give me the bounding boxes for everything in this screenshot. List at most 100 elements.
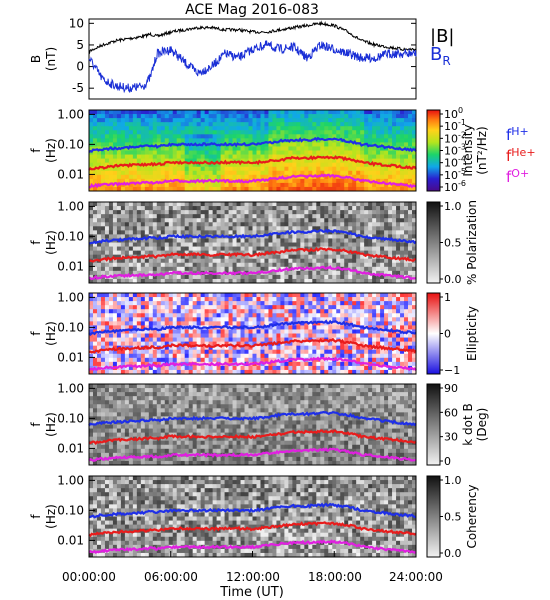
spectrogram-cell	[292, 262, 297, 268]
spectrogram-cell	[184, 262, 190, 268]
spectrogram-cell	[412, 246, 417, 251]
spectrogram-cell	[128, 341, 134, 347]
spectrogram-cell	[288, 258, 293, 264]
spectrogram-cell	[188, 138, 194, 143]
spectrogram-cell	[92, 341, 98, 347]
spectrogram-cell	[89, 321, 94, 326]
spectrogram-cell	[412, 262, 417, 268]
spectrogram-cell	[232, 254, 237, 260]
spectrogram-cell	[144, 234, 150, 239]
spectrogram-cell	[280, 186, 285, 192]
spectrogram-cell	[300, 329, 305, 334]
spectrogram-cell	[208, 321, 214, 326]
spectrogram-cell	[236, 118, 241, 123]
spectrogram-cell	[112, 297, 118, 302]
spectrogram-cell	[340, 262, 345, 268]
spectrogram-cell	[108, 246, 114, 251]
spectrogram-cell	[412, 230, 417, 235]
spectrogram-cell	[360, 154, 365, 159]
spectrogram-cell	[204, 162, 210, 168]
spectrogram-cell	[136, 146, 142, 151]
spectrogram-cell	[156, 293, 162, 298]
spectrogram-cell	[188, 353, 194, 359]
spectrogram-cell	[236, 130, 241, 135]
spectrogram-cell	[248, 357, 253, 363]
spectrogram-cell	[188, 301, 194, 306]
spectrogram-cell	[400, 250, 405, 256]
spectrogram-cell	[116, 321, 122, 326]
spectrogram-cell	[148, 110, 154, 115]
spectrogram-cell	[356, 278, 361, 284]
spectrogram-cell	[288, 226, 293, 231]
spectrogram-cell	[260, 317, 265, 322]
spectrogram-cell	[272, 333, 277, 338]
spectrogram-cell	[160, 146, 166, 151]
spectrogram-cell	[380, 329, 385, 334]
spectrogram-cell	[252, 297, 257, 302]
spectrogram-cell	[144, 361, 150, 367]
spectrogram-cell	[172, 313, 178, 318]
spectrogram-cell	[408, 313, 413, 318]
spectrogram-cell	[268, 154, 273, 159]
spectrogram-cell	[192, 262, 198, 268]
spectrogram-cell	[360, 329, 365, 334]
spectrogram-cell	[336, 162, 341, 168]
spectrogram-cell	[292, 238, 297, 243]
spectrogram-cell	[204, 238, 210, 243]
spectrogram-cell	[408, 262, 413, 268]
spectrogram-cell	[128, 262, 134, 268]
spectrogram-cell	[380, 262, 385, 268]
spectrogram-cell	[180, 154, 186, 159]
spectrogram-cell	[172, 329, 178, 334]
spectrogram-cell	[240, 150, 245, 155]
spectrogram-cell	[376, 349, 381, 355]
spectrogram-cell	[100, 242, 106, 247]
spectrogram-cell	[280, 226, 285, 231]
colorbar-label: Intensity	[461, 124, 475, 176]
spectrogram-cell	[104, 250, 110, 256]
spectrogram-cell	[380, 333, 385, 338]
spectrogram-cell	[316, 317, 321, 322]
spectrogram-cell	[132, 313, 138, 318]
spectrogram-cell	[96, 226, 102, 231]
spectrogram-cell	[372, 305, 377, 310]
spectrogram-cell	[312, 317, 317, 322]
spectrogram-cell	[320, 230, 325, 235]
spectrogram-cell	[368, 238, 373, 243]
spectrogram-cell	[320, 297, 325, 302]
spectrogram-cell	[296, 202, 301, 207]
spectrogram-cell	[320, 222, 325, 227]
spectrogram-cell	[92, 126, 98, 131]
spectrogram-cell	[236, 313, 241, 318]
spectrogram-cell	[100, 122, 106, 127]
spectrogram-cell	[112, 278, 118, 284]
spectrogram-cell	[184, 174, 190, 180]
spectrogram-cell	[324, 369, 329, 375]
spectrogram-cell	[92, 361, 98, 367]
spectrogram-cell	[412, 309, 417, 314]
spectrogram-cell	[104, 158, 110, 164]
spectrogram-cell	[304, 333, 309, 338]
spectrogram-cell	[172, 242, 178, 247]
spectrogram-cell	[144, 266, 150, 272]
spectrogram-cell	[92, 317, 98, 322]
spectrogram-cell	[220, 301, 225, 306]
spectrogram-cell	[208, 230, 214, 235]
spectrogram-cell	[384, 369, 389, 375]
spectrogram-cell	[408, 230, 413, 235]
spectrogram-cell	[360, 317, 365, 322]
spectrogram-cell	[168, 345, 174, 351]
spectrogram-cell	[184, 130, 190, 135]
spectrogram-cell	[220, 210, 225, 215]
spectrogram-cell	[348, 178, 353, 184]
spectrogram-cell	[332, 162, 337, 168]
spectrogram-cell	[184, 301, 190, 306]
spectrogram-cell	[168, 130, 174, 135]
spectrogram-cell	[148, 278, 154, 284]
spectrogram-cell	[128, 154, 134, 159]
spectrogram-cell	[144, 305, 150, 310]
spectrogram-cell	[312, 166, 317, 172]
spectrogram-cell	[140, 158, 146, 164]
spectrogram-cell	[384, 178, 389, 184]
spectrogram-cell	[376, 146, 381, 151]
